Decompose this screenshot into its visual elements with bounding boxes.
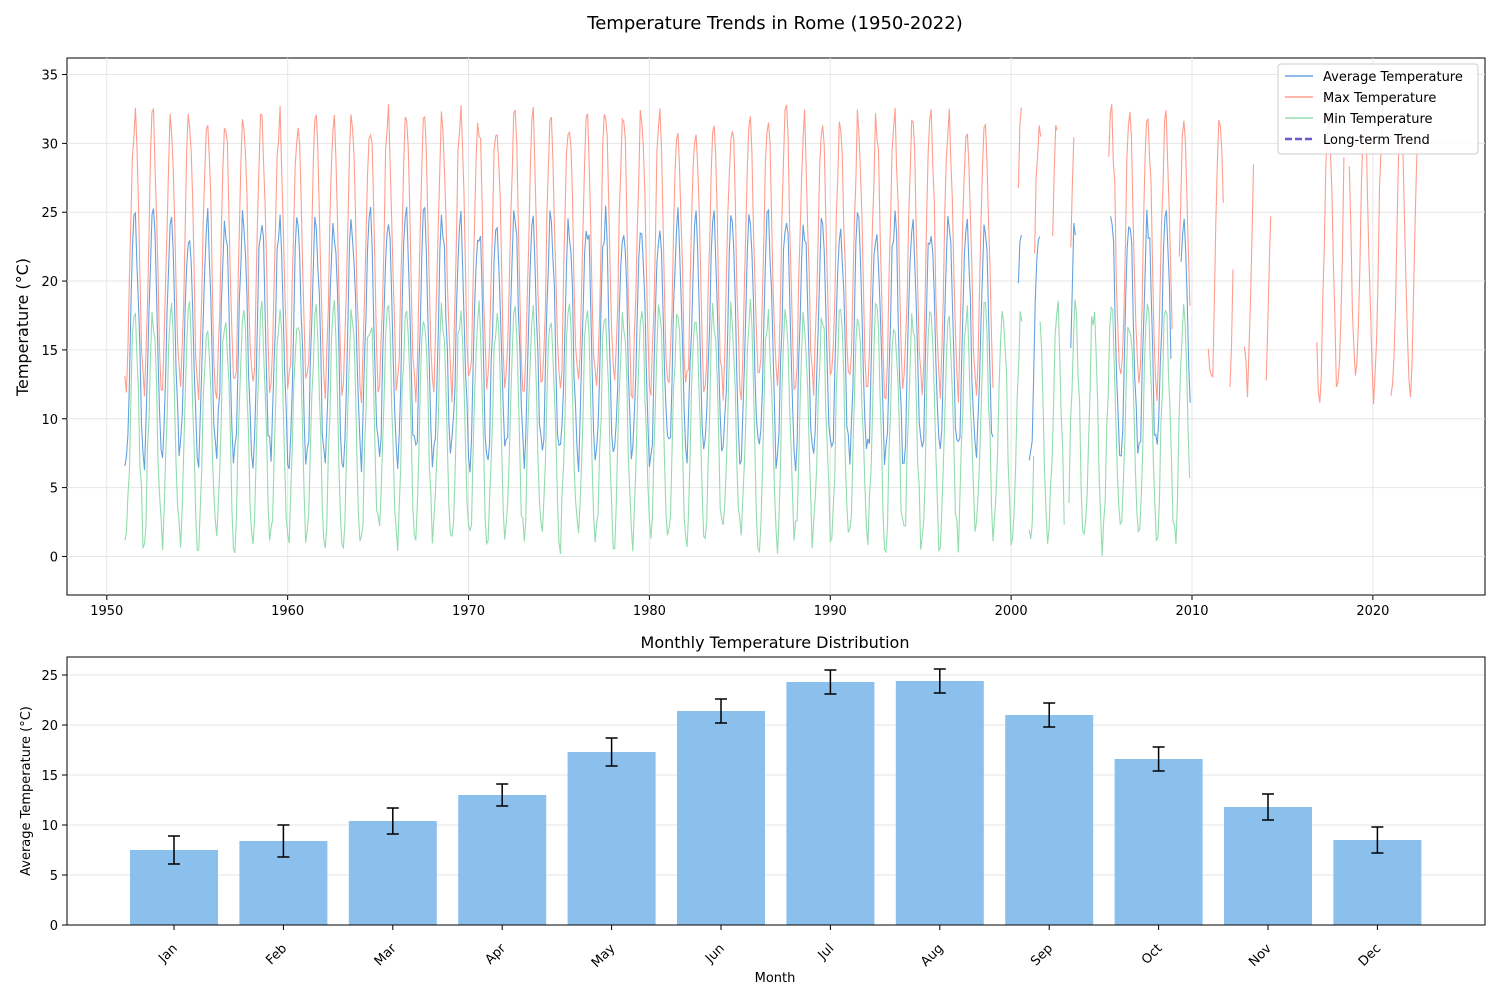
y-tick-label: 5 — [50, 482, 58, 497]
series-line-avg — [1017, 234, 1022, 284]
bar-y-tick-label: 25 — [41, 669, 58, 684]
series-line-min — [1068, 299, 1191, 556]
series-line-min — [124, 298, 1023, 554]
bar-y-tick-label: 5 — [50, 869, 58, 884]
bar-x-tick-label: Jan — [155, 941, 180, 966]
series-line-max — [1052, 125, 1058, 237]
x-tick-label: 1990 — [814, 604, 847, 619]
bar-x-tick-label: Apr — [483, 941, 510, 968]
bar-apr — [458, 795, 547, 925]
line-chart: 1950 1960 1970 1980 1990 2000 2010 2020 0 5 10 15 20… — [13, 57, 1486, 619]
series-line-max — [1017, 107, 1022, 188]
bar-x-tick-label: Jul — [815, 941, 837, 963]
x-tick-label: 1970 — [452, 604, 485, 619]
bar-dec — [1333, 840, 1422, 925]
bar-chart-xlabel: Month — [755, 971, 796, 986]
line-chart-ylabel: Temperature (°C) — [13, 258, 32, 397]
bar-may — [567, 752, 656, 925]
series-line-max — [1229, 269, 1234, 387]
series-line-avg — [1028, 236, 1041, 461]
x-tick-label: 1980 — [633, 604, 666, 619]
bar-chart-title: Monthly Temperature Distribution — [641, 633, 910, 652]
series-line-max — [1390, 129, 1421, 398]
series-line-max — [1265, 216, 1272, 381]
bar-y-tick-label: 15 — [41, 769, 58, 784]
bar-x-tick-label: Sep — [1028, 941, 1056, 969]
series-line-avg — [1180, 218, 1191, 403]
bar-x-tick-label: May — [589, 941, 619, 971]
line-chart-frame — [66, 57, 1486, 596]
series-line-avg — [124, 205, 994, 473]
series-line-max — [1070, 137, 1075, 248]
bar-x-tick-label: Oct — [1139, 941, 1166, 968]
x-tick-label: 2020 — [1356, 604, 1389, 619]
series-line-min — [1039, 300, 1065, 544]
bar-aug — [895, 681, 984, 925]
series-line-min — [1028, 455, 1035, 540]
y-tick-label: 35 — [41, 69, 58, 84]
series-line-max — [124, 104, 994, 404]
bar-x-tick-label: Aug — [918, 941, 947, 970]
bar-sep — [1005, 715, 1094, 925]
series-line-max — [1207, 120, 1224, 379]
bar-jun — [677, 711, 765, 925]
bar-mar — [348, 821, 437, 925]
legend-label-max: Max Temperature — [1323, 91, 1436, 106]
legend: Average Temperature Max Temperature Min Te… — [1277, 63, 1479, 155]
legend-box — [1277, 63, 1479, 155]
legend-label-trend: Long-term Trend — [1323, 133, 1430, 148]
bar-y-tick-label: 0 — [50, 919, 58, 934]
bar-y-tick-label: 20 — [41, 719, 58, 734]
bar-chart: Monthly Temperature Distribution 0 5 10 15 2… — [19, 633, 1486, 986]
series-line-max — [1034, 125, 1042, 254]
legend-label-avg: Average Temperature — [1323, 70, 1463, 85]
figure-title: Temperature Trends in Rome (1950-2022) — [586, 13, 962, 34]
bar-x-tick-label: Mar — [372, 941, 400, 969]
y-tick-label: 20 — [41, 275, 58, 290]
bar-x-tick-label: Jun — [702, 941, 728, 967]
bar-y-tick-label: 10 — [41, 819, 58, 834]
series-line-max — [1178, 120, 1191, 306]
y-tick-label: 15 — [41, 344, 58, 359]
series-line-avg — [1070, 222, 1076, 349]
legend-label-min: Min Temperature — [1323, 112, 1433, 127]
x-tick-label: 2000 — [995, 604, 1028, 619]
bar-chart-ylabel: Average Temperature (°C) — [19, 706, 34, 876]
series-line-max — [1108, 104, 1173, 401]
bar-x-tick-label: Feb — [263, 941, 290, 968]
bar-jul — [786, 682, 875, 925]
bar-oct — [1114, 759, 1203, 925]
series-line-avg — [1110, 209, 1172, 457]
x-tick-label: 1960 — [271, 604, 304, 619]
x-tick-label: 2010 — [1175, 604, 1208, 619]
y-tick-label: 25 — [41, 206, 58, 221]
x-tick-label: 1950 — [90, 604, 123, 619]
bar-x-tick-label: Nov — [1246, 941, 1275, 970]
bar-chart-frame — [66, 656, 1486, 926]
bar-x-tick-label: Dec — [1356, 941, 1384, 969]
y-tick-label: 0 — [50, 550, 58, 565]
y-tick-label: 30 — [41, 137, 58, 152]
y-tick-label: 10 — [41, 413, 58, 428]
series-line-max — [1243, 164, 1255, 398]
bar-nov — [1224, 807, 1312, 925]
series-line-max — [1316, 113, 1345, 403]
